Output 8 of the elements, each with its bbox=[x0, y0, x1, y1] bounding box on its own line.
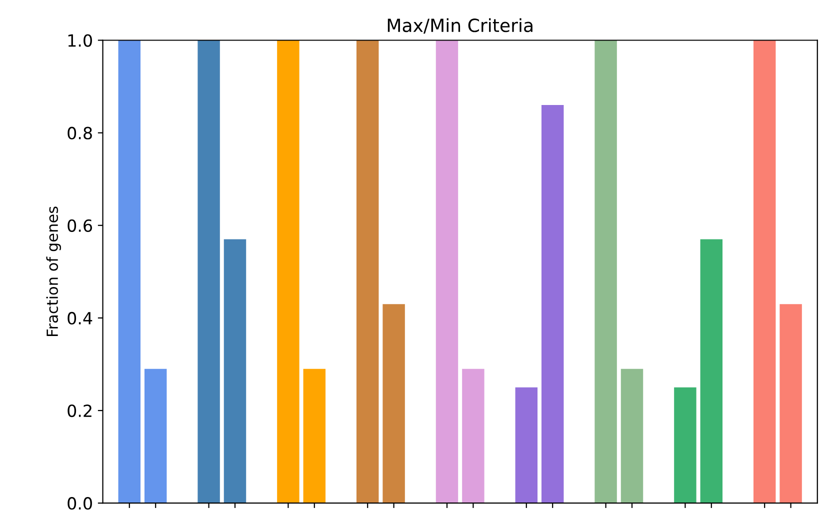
y-tick-label: 0.2 bbox=[68, 404, 92, 418]
y-tick-label: 0.0 bbox=[68, 497, 92, 510]
y-tick-label: 0.6 bbox=[68, 219, 92, 232]
y-tick-label: 1.0 bbox=[68, 34, 92, 47]
chart-title: Max/Min Criteria bbox=[388, 18, 532, 34]
y-tick-label: 0.4 bbox=[68, 312, 92, 325]
y-axis-title: Fraction of genes bbox=[46, 206, 62, 336]
y-tick-label: 0.8 bbox=[68, 126, 92, 140]
